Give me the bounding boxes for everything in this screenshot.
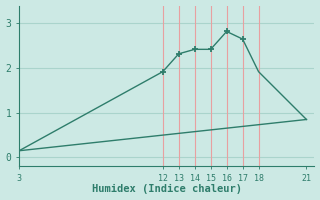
X-axis label: Humidex (Indice chaleur): Humidex (Indice chaleur): [92, 184, 242, 194]
